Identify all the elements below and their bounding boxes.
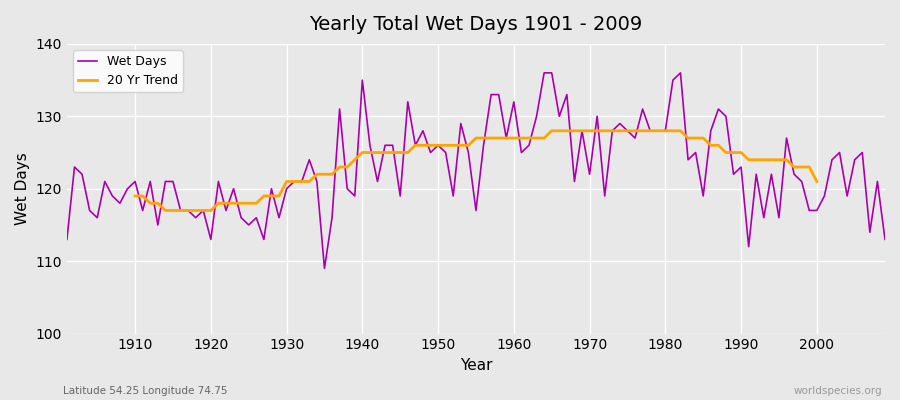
Line: 20 Yr Trend: 20 Yr Trend: [135, 131, 817, 210]
Wet Days: [879, 237, 890, 242]
Wet Days: [615, 121, 626, 126]
Line: Wet Days: Wet Days: [67, 73, 885, 268]
Wet Days: [61, 237, 72, 242]
Wet Days: [122, 186, 133, 191]
20 Yr Trend: [160, 208, 171, 213]
Legend: Wet Days, 20 Yr Trend: Wet Days, 20 Yr Trend: [73, 50, 183, 92]
X-axis label: Year: Year: [460, 358, 492, 373]
Wet Days: [289, 179, 300, 184]
Text: worldspecies.org: worldspecies.org: [794, 386, 882, 396]
Wet Days: [342, 186, 353, 191]
20 Yr Trend: [721, 150, 732, 155]
20 Yr Trend: [804, 165, 814, 170]
20 Yr Trend: [311, 172, 322, 177]
20 Yr Trend: [546, 128, 557, 133]
Y-axis label: Wet Days: Wet Days: [15, 152, 30, 225]
Wet Days: [539, 70, 550, 75]
Title: Yearly Total Wet Days 1901 - 2009: Yearly Total Wet Days 1901 - 2009: [310, 15, 643, 34]
20 Yr Trend: [296, 179, 307, 184]
Wet Days: [516, 150, 526, 155]
20 Yr Trend: [812, 179, 823, 184]
20 Yr Trend: [531, 136, 542, 140]
Text: Latitude 54.25 Longitude 74.75: Latitude 54.25 Longitude 74.75: [63, 386, 228, 396]
20 Yr Trend: [130, 194, 140, 198]
Wet Days: [320, 266, 330, 271]
20 Yr Trend: [220, 201, 231, 206]
Wet Days: [508, 100, 519, 104]
